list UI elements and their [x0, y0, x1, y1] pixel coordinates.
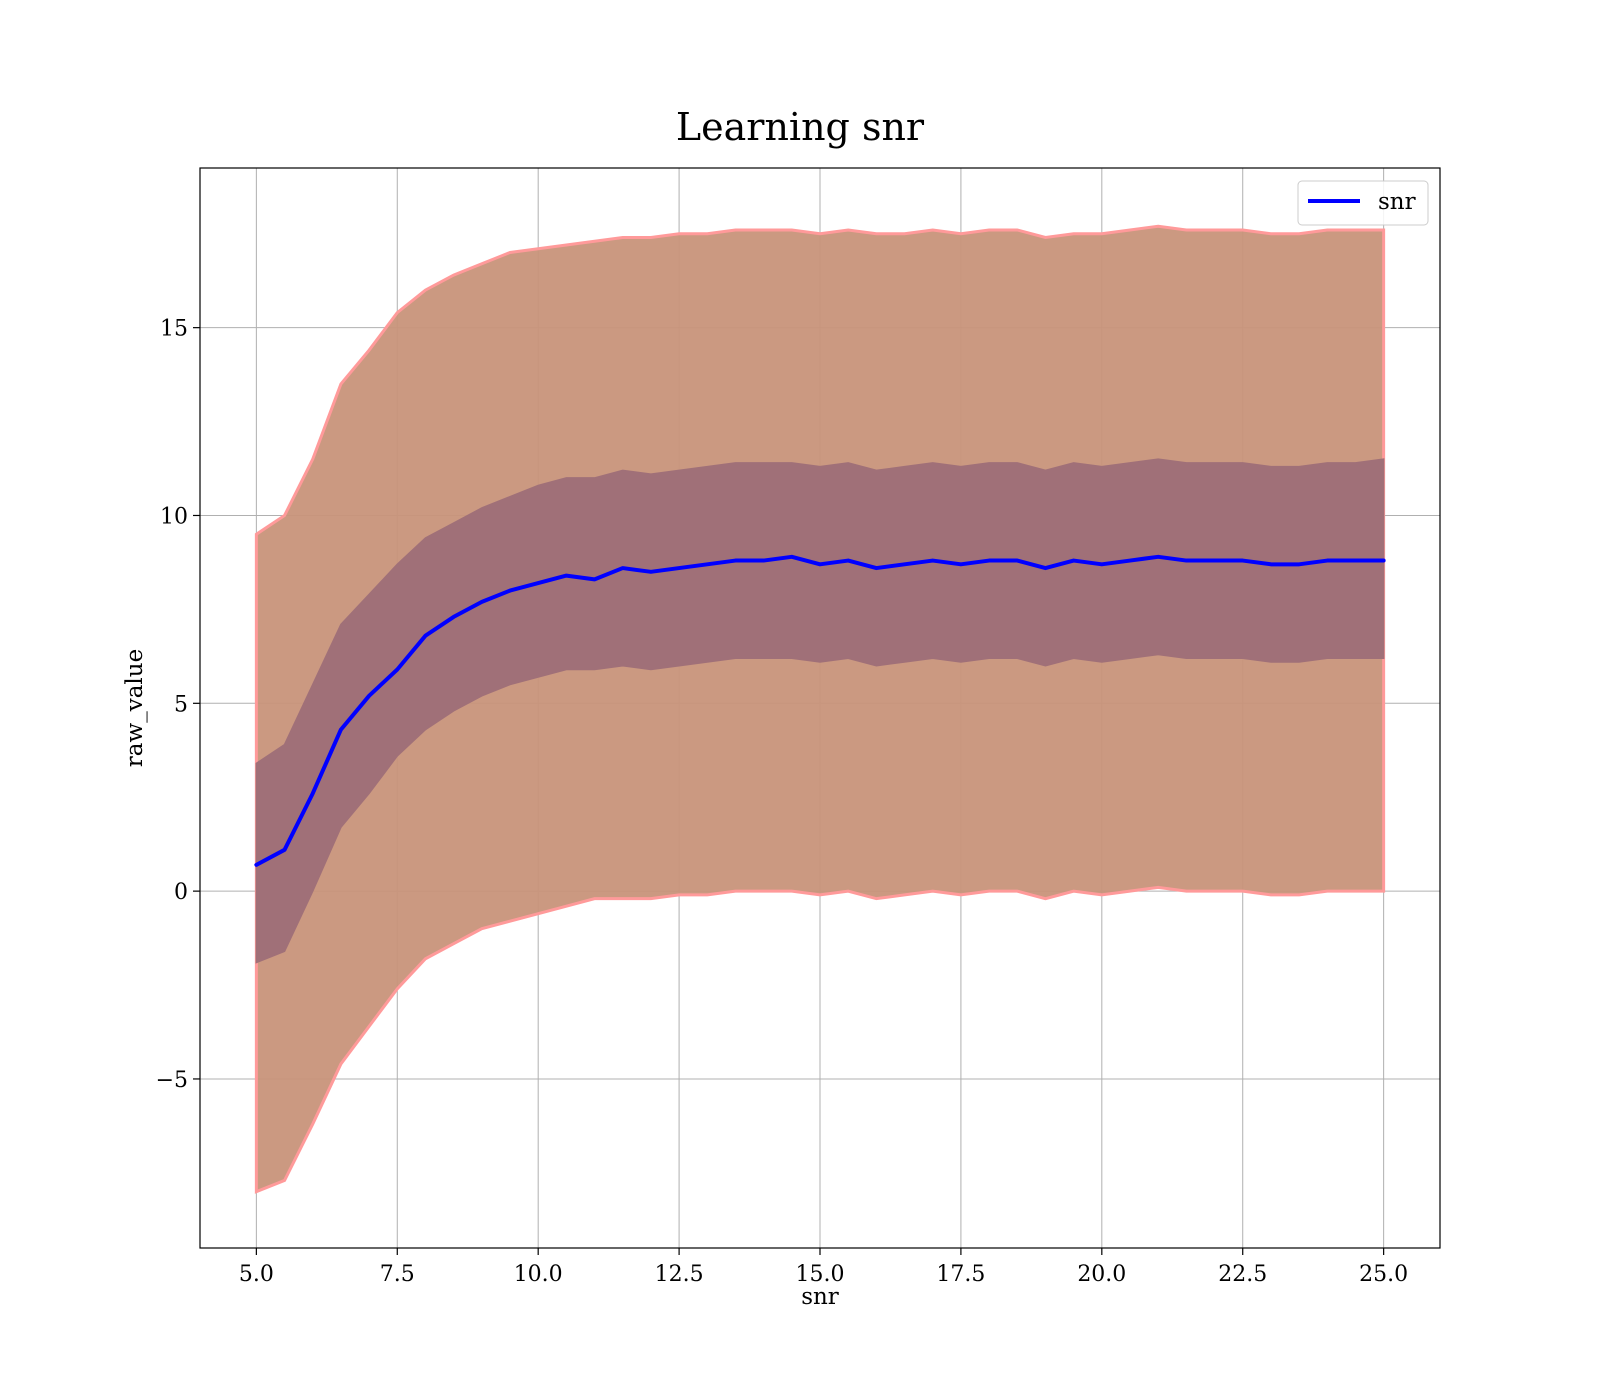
y-axis-label: raw_value	[122, 649, 148, 767]
x-tick-label: 12.5	[655, 1262, 704, 1287]
x-tick-label: 10.0	[514, 1262, 563, 1287]
x-tick-label: 22.5	[1218, 1262, 1267, 1287]
x-tick-label: 20.0	[1077, 1262, 1126, 1287]
y-tick-label: 5	[174, 692, 188, 717]
x-tick-label: 5.0	[239, 1262, 274, 1287]
legend-box	[1297, 180, 1429, 226]
x-tick-label: 17.5	[936, 1262, 985, 1287]
y-tick-label: 0	[174, 880, 188, 905]
y-tick-label: 10	[160, 504, 188, 529]
y-tick-label: −5	[156, 1068, 188, 1093]
x-tick-label: 25.0	[1359, 1262, 1408, 1287]
legend-label-snr: snr	[1378, 189, 1416, 215]
y-tick-label: 15	[160, 317, 188, 342]
y-axis-ticks: −5 0 5 10 15	[156, 317, 200, 1093]
series-lines	[254, 554, 1386, 867]
x-tick-label: 7.5	[380, 1262, 415, 1287]
x-axis-ticks: 5.0 7.5 10.0 12.5 15.0 17.5 20.0 22.5 25.0	[239, 1248, 1408, 1287]
legend: snr	[1297, 180, 1429, 226]
chart-title: Learning snr	[676, 105, 925, 149]
x-tick-label: 15.0	[796, 1262, 845, 1287]
series-line-snr	[254, 554, 1386, 867]
x-axis-label: snr	[801, 1284, 839, 1310]
